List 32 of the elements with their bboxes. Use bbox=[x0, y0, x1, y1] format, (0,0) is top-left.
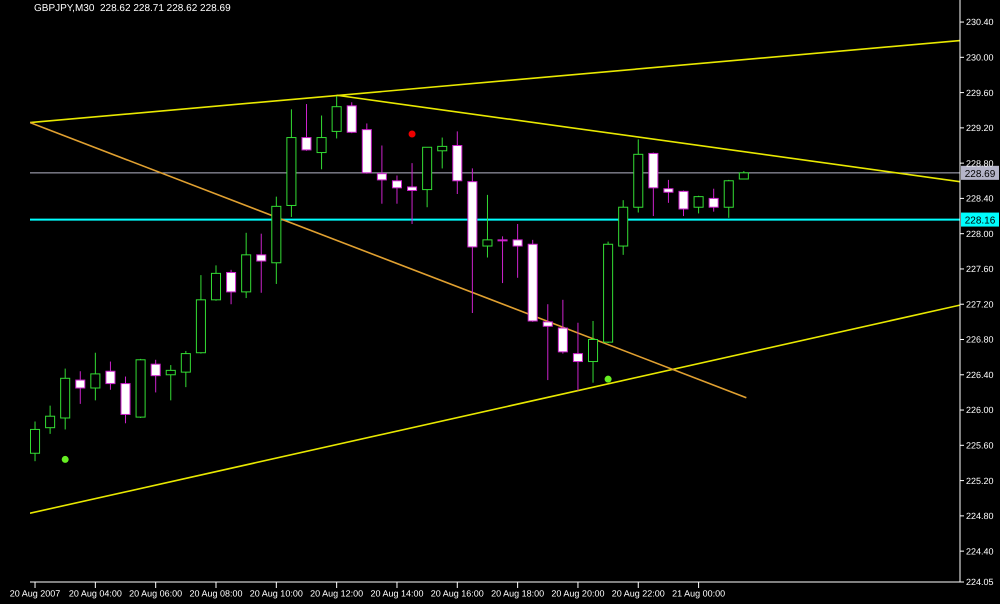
chart-title: GBPJPY,M30 228.62 228.71 228.62 228.69 bbox=[34, 3, 231, 14]
y-tick-label: 228.00 bbox=[966, 228, 994, 239]
y-tick-label: 226.00 bbox=[966, 405, 994, 416]
x-tick-label: 20 Aug 2007 bbox=[10, 588, 60, 598]
y-tick-label: 228.80 bbox=[966, 158, 994, 168]
ref-line-label: 228.16 bbox=[964, 216, 996, 227]
ref-line-label: 228.69 bbox=[964, 168, 996, 180]
x-tick-label: 20 Aug 22:00 bbox=[612, 588, 665, 598]
y-tick-label: 226.40 bbox=[966, 370, 994, 380]
y-tick-label: 224.05 bbox=[966, 577, 994, 588]
x-tick-label: 20 Aug 14:00 bbox=[370, 588, 424, 598]
y-tick-label: 229.20 bbox=[966, 123, 994, 134]
y-tick-label: 230.40 bbox=[966, 17, 994, 28]
x-tick-label: 20 Aug 12:00 bbox=[310, 588, 364, 598]
x-tick-label: 20 Aug 10:00 bbox=[250, 588, 303, 598]
x-tick-label: 20 Aug 16:00 bbox=[430, 588, 484, 598]
x-tick-label: 21 Aug 00:00 bbox=[672, 588, 726, 598]
y-tick-label: 229.60 bbox=[966, 88, 994, 98]
y-tick-label: 227.20 bbox=[966, 299, 994, 310]
x-tick-label: 20 Aug 04:00 bbox=[68, 588, 122, 598]
y-tick-label: 225.20 bbox=[966, 476, 994, 486]
y-tick-label: 224.80 bbox=[966, 511, 994, 522]
y-tick-label: 225.60 bbox=[966, 440, 994, 451]
x-tick-label: 20 Aug 08:00 bbox=[189, 588, 243, 598]
y-tick-label: 227.60 bbox=[966, 264, 994, 274]
x-tick-label: 20 Aug 18:00 bbox=[491, 588, 544, 598]
x-tick-label: 20 Aug 06:00 bbox=[129, 588, 182, 598]
y-tick-label: 226.80 bbox=[966, 334, 994, 345]
y-tick-label: 224.40 bbox=[966, 546, 994, 556]
y-tick-label: 228.40 bbox=[966, 194, 994, 204]
y-tick-label: 230.00 bbox=[966, 52, 994, 63]
x-tick-label: 20 Aug 20:00 bbox=[551, 588, 604, 598]
